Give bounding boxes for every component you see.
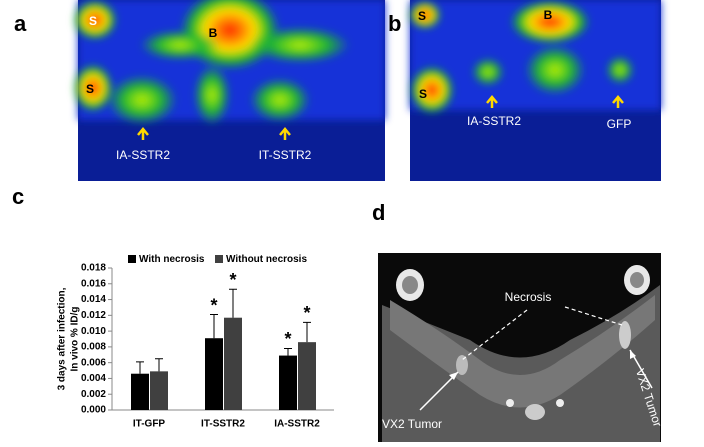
error-bar xyxy=(136,361,144,374)
legend-swatch xyxy=(215,255,223,263)
scan-label: S xyxy=(418,9,426,23)
legend-swatch xyxy=(128,255,136,263)
significance-marker: * xyxy=(284,329,291,349)
error-bar xyxy=(210,314,218,339)
x-tick-label: IT-SSTR2 xyxy=(201,419,245,430)
significance-marker: * xyxy=(210,295,217,315)
y-tick-label: 0.018 xyxy=(81,263,106,274)
bar xyxy=(131,373,149,410)
error-bar xyxy=(155,358,163,372)
y-tick-label: 0.014 xyxy=(81,294,106,305)
y-axis-label: 3 days after infection, xyxy=(57,287,68,390)
error-bar xyxy=(284,347,292,356)
y-tick-label: 0.016 xyxy=(81,278,106,289)
panel-label: d xyxy=(372,200,385,225)
scan-label: IT-SSTR2 xyxy=(259,148,312,162)
y-tick-label: 0.000 xyxy=(81,405,106,416)
bar xyxy=(205,338,223,410)
significance-marker: * xyxy=(303,303,310,323)
scan-label: IA-SSTR2 xyxy=(116,148,170,162)
ct-label: Necrosis xyxy=(505,290,552,304)
ct-label: VX2 Tumor xyxy=(382,417,442,431)
x-tick-label: IT-GFP xyxy=(133,419,166,430)
error-bar xyxy=(303,321,311,343)
y-tick-label: 0.012 xyxy=(81,310,106,321)
y-tick-label: 0.010 xyxy=(81,326,106,337)
scan-label: IA-SSTR2 xyxy=(467,114,521,128)
legend-label: Without necrosis xyxy=(226,254,307,265)
significance-marker: * xyxy=(229,270,236,290)
scan-label: GFP xyxy=(607,117,632,131)
scan-label: B xyxy=(544,8,553,22)
panel-label: b xyxy=(388,11,401,36)
bar xyxy=(279,355,297,410)
scan-b xyxy=(409,0,661,181)
x-tick-label: IA-SSTR2 xyxy=(274,419,320,430)
bar xyxy=(150,371,168,410)
error-bar xyxy=(229,288,237,318)
scan-label: B xyxy=(209,26,218,40)
y-tick-label: 0.004 xyxy=(81,373,106,384)
scan-label: S xyxy=(89,14,97,28)
panel-label: c xyxy=(12,184,24,209)
legend-label: With necrosis xyxy=(139,254,205,265)
panel-label: a xyxy=(14,11,27,36)
y-tick-label: 0.008 xyxy=(81,342,106,353)
scan-label: S xyxy=(86,82,94,96)
y-tick-label: 0.002 xyxy=(81,389,106,400)
y-tick-label: 0.006 xyxy=(81,357,106,368)
ct-scan xyxy=(378,253,661,442)
scan-a xyxy=(73,0,385,181)
scan-label: S xyxy=(419,87,427,101)
y-axis-label: In vivo % ID/g xyxy=(70,306,81,371)
bar xyxy=(224,317,242,410)
bar xyxy=(298,342,316,410)
